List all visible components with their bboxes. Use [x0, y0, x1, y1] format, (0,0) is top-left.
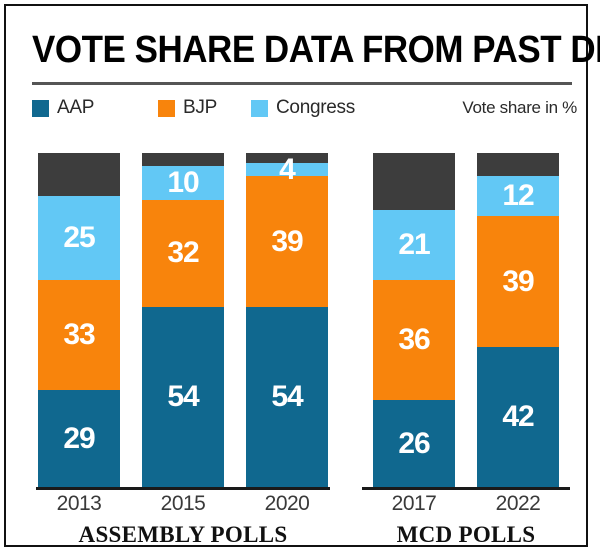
x-axis-tick-label: 2013	[56, 492, 102, 515]
legend-item-congress: Congress	[251, 94, 355, 122]
legend-label-congress: Congress	[276, 97, 355, 118]
bar-segment-bjp: 36	[373, 279, 455, 401]
bar-segment-value: 54	[167, 379, 199, 413]
bar-segment-value: 29	[63, 421, 95, 455]
legend-swatch-congress	[251, 99, 268, 117]
bar-segment-value: 26	[398, 426, 430, 460]
bar-segment-congress: 25	[38, 196, 120, 280]
bar-segment-value: 32	[167, 236, 199, 270]
bar-segment-aap: 54	[142, 306, 224, 487]
bar-segment-aap: 26	[373, 400, 455, 487]
bars-area-assembly: 25 33 29 10 32 54 4 39 54	[32, 136, 334, 487]
bar-segment-value: 25	[63, 221, 95, 255]
chart-plot-area: 25 33 29 10 32 54 4 39 54 2013 2015 2020 ASSEMBLY …	[6, 136, 590, 547]
legend-item-aap: AAP	[32, 94, 94, 122]
bar-segment-aap: 54	[246, 306, 328, 487]
bar-segment-aap: 29	[38, 390, 120, 487]
legend-label-bjp: BJP	[183, 97, 217, 118]
legend-note: Vote share in %	[462, 98, 577, 117]
bar-segment-others	[142, 153, 224, 167]
x-axis-tick-label: 2017	[391, 492, 437, 515]
bar-segment-congress: 4	[246, 154, 328, 184]
stacked-bar: 21 36 26	[373, 153, 455, 487]
chart-group-assembly: 25 33 29 10 32 54 4 39 54 2013 2015 2020 ASSEMBLY …	[32, 136, 334, 547]
bar-segment-value: 36	[398, 323, 430, 356]
bar-segment-aap: 42	[477, 346, 559, 487]
legend-swatch-bjp	[158, 99, 175, 117]
x-axis-tick-label: 2022	[495, 492, 541, 515]
legend: AAP BJP Congress Vote share in %	[32, 94, 577, 122]
stacked-bar: 10 32 54	[142, 153, 224, 487]
axis-line-mcd	[362, 487, 570, 490]
bar-segment-others	[246, 153, 328, 164]
bar-segment-bjp: 33	[38, 279, 120, 391]
chart-card: VOTE SHARE DATA FROM PAST DECADE AAP BJP…	[4, 4, 600, 547]
bar-segment-value: 42	[502, 399, 534, 433]
tick-row-mcd: 2017 2022	[358, 492, 574, 522]
bars-area-mcd: 21 36 26 12 39 42	[358, 136, 574, 487]
tick-row-assembly: 2013 2015 2020	[32, 492, 334, 522]
legend-item-bjp: BJP	[158, 94, 217, 122]
stacked-bar: 4 39 54	[246, 153, 328, 487]
chart-group-mcd: 21 36 26 12 39 42 2017 2022 MCD POLLS	[358, 136, 574, 547]
bar-segment-value: 4	[279, 152, 296, 186]
bar-segment-others	[477, 153, 559, 177]
x-axis-tick-label: 2020	[264, 492, 310, 515]
bar-segment-value: 12	[502, 179, 534, 213]
page-title: VOTE SHARE DATA FROM PAST DECADE	[32, 29, 600, 71]
group-title-mcd: MCD POLLS	[396, 522, 536, 547]
bar-segment-congress: 12	[477, 176, 559, 217]
bar-segment-others	[373, 153, 455, 210]
bar-segment-bjp: 39	[477, 216, 559, 347]
stacked-bar: 25 33 29	[38, 153, 120, 487]
group-title-assembly: ASSEMBLY POLLS	[78, 522, 288, 547]
bar-segment-value: 33	[63, 318, 95, 352]
legend-swatch-aap	[32, 99, 49, 117]
bar-segment-value: 39	[502, 264, 534, 298]
bar-segment-congress: 10	[142, 166, 224, 200]
bar-segment-value: 54	[271, 379, 303, 413]
bar-segment-congress: 21	[373, 209, 455, 280]
stacked-bar: 12 39 42	[477, 153, 559, 487]
bar-segment-others	[38, 153, 120, 197]
bar-segment-bjp: 32	[142, 199, 224, 307]
legend-label-aap: AAP	[57, 97, 95, 118]
bar-segment-value: 39	[271, 224, 303, 258]
bar-segment-bjp: 39	[246, 176, 328, 307]
bar-segment-value: 10	[167, 166, 199, 200]
bar-segment-value: 21	[398, 227, 430, 261]
title-divider	[32, 82, 572, 85]
axis-line-assembly	[36, 487, 330, 490]
x-axis-tick-label: 2015	[160, 492, 206, 515]
